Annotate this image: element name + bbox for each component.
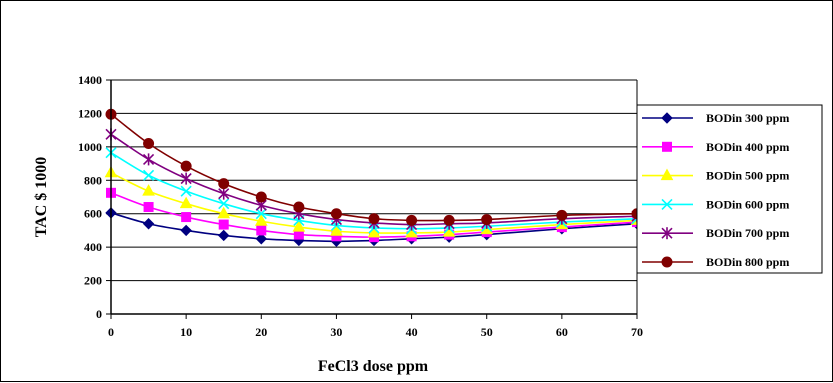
data-point (368, 213, 380, 225)
x-tick-label: 20 (255, 325, 267, 339)
data-point (218, 187, 230, 200)
legend-marker (661, 227, 673, 240)
legend-label: BODin 800 ppm (706, 255, 789, 269)
legend-marker (662, 141, 672, 152)
data-point (180, 172, 192, 185)
legend-item: BODin 600 ppm (642, 197, 789, 211)
legend-item: BODin 300 ppm (642, 111, 789, 125)
data-point (255, 208, 267, 220)
data-point (180, 224, 192, 237)
data-point (217, 206, 231, 219)
y-axis-title: TAC $ 1000 (33, 157, 50, 238)
data-point (181, 212, 192, 223)
legend: BODin 300 ppm BODin 400 ppm BODin 500 ppm B… (636, 104, 823, 274)
data-point (443, 214, 455, 226)
data-point (255, 233, 267, 245)
y-tick-label: 600 (84, 207, 102, 221)
legend-item: BODin 800 ppm (642, 255, 789, 269)
data-point (255, 191, 267, 203)
plot-area (111, 80, 637, 314)
data-point (180, 160, 192, 172)
legend-marker (660, 168, 674, 181)
y-tick-label: 1200 (78, 106, 102, 120)
legend-marker (661, 112, 673, 124)
data-point (556, 209, 568, 221)
y-tick-label: 200 (84, 274, 102, 288)
x-tick-label: 10 (180, 325, 192, 339)
y-tick-label: 400 (84, 240, 102, 254)
x-tick-label: 30 (330, 325, 342, 339)
data-point (143, 202, 154, 213)
plot-background (111, 80, 637, 314)
legend-item: BODin 500 ppm (642, 168, 789, 183)
x-axis-ticks: 0 10 20 30 40 50 60 70 (108, 314, 643, 339)
data-point (367, 225, 381, 238)
data-point (143, 169, 155, 181)
x-tick-label: 60 (556, 325, 568, 339)
y-tick-label: 0 (96, 307, 102, 321)
x-axis-title: FeCl3 dose ppm (318, 358, 429, 375)
legend-item: BODin 400 ppm (642, 140, 789, 154)
legend-label: BODin 700 ppm (706, 226, 789, 240)
data-point (143, 138, 155, 150)
data-point (330, 208, 342, 220)
data-point (256, 225, 267, 236)
legend-label: BODin 400 ppm (706, 140, 789, 154)
data-point (218, 198, 230, 210)
data-point (180, 185, 192, 197)
data-point (179, 196, 193, 209)
data-point (218, 229, 230, 242)
x-tick-label: 0 (108, 325, 114, 339)
legend-marker (661, 256, 673, 268)
data-point (218, 178, 230, 190)
data-point (406, 214, 418, 226)
x-tick-label: 70 (631, 325, 643, 339)
data-point (218, 219, 229, 230)
y-tick-label: 800 (84, 173, 102, 187)
y-tick-label: 1000 (78, 140, 102, 154)
data-point (481, 214, 493, 226)
legend-box (636, 104, 823, 274)
series-group (104, 108, 644, 247)
data-point (330, 224, 343, 236)
y-axis-ticks: 0 200 400 600 800 1000 1200 1400 (78, 73, 111, 321)
legend-label: BODin 500 ppm (706, 169, 789, 183)
data-point (142, 218, 155, 230)
legend-label: BODin 600 ppm (706, 197, 789, 211)
data-point (143, 153, 155, 166)
x-tick-label: 50 (481, 325, 493, 339)
legend-label: BODin 300 ppm (706, 111, 789, 125)
data-point (292, 220, 306, 232)
legend-item: BODin 700 ppm (642, 226, 789, 240)
data-point (142, 184, 155, 196)
data-point (254, 214, 268, 226)
data-point (293, 201, 305, 213)
y-tick-label: 1400 (78, 73, 102, 87)
x-tick-label: 40 (406, 325, 418, 339)
legend-marker (661, 198, 673, 210)
